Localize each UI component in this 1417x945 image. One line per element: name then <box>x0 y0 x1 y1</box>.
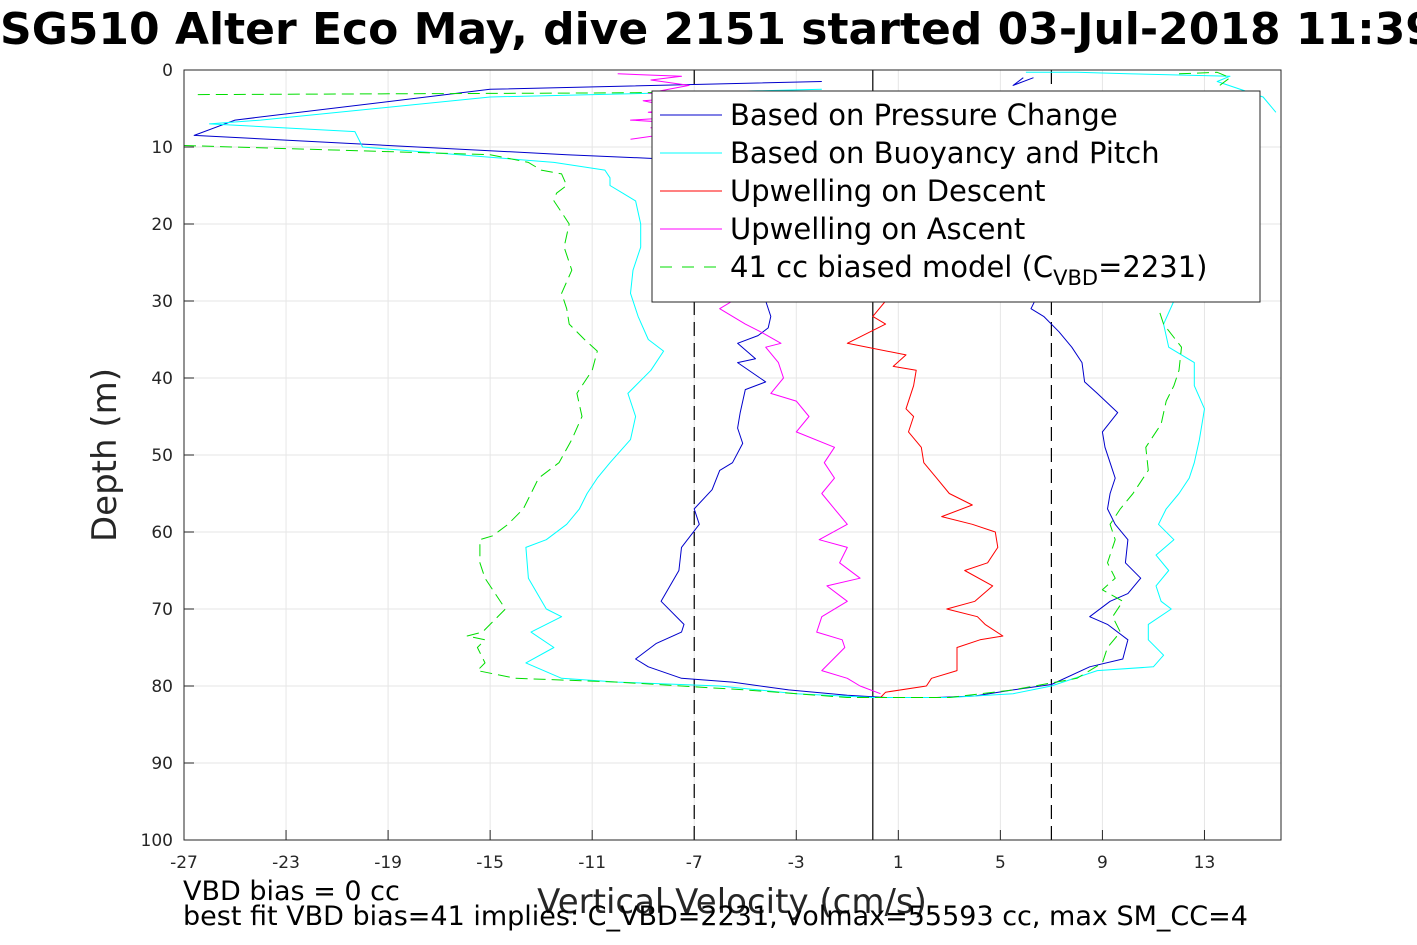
best-fit-note: best fit VBD bias=41 implies: C_VBD=2231… <box>183 901 1248 932</box>
legend-entry: 41 cc biased model (CVBD=2231) <box>730 250 1208 290</box>
y-tick-label: 80 <box>151 677 173 697</box>
series-line <box>194 91 822 96</box>
legend-entry: Upwelling on Ascent <box>730 212 1025 246</box>
x-tick-label: 5 <box>995 853 1006 873</box>
y-axis-label: Depth (m) <box>85 368 125 542</box>
x-tick-label: 13 <box>1194 853 1216 873</box>
legend: Based on Pressure Change Based on Buoyanc… <box>651 90 1261 303</box>
y-tick-label: 20 <box>151 215 173 235</box>
x-tick-label: -11 <box>578 853 606 873</box>
series-line <box>1025 71 1277 113</box>
series-line <box>209 88 1205 698</box>
series-line <box>184 145 1182 698</box>
y-tick-label: 90 <box>151 754 173 774</box>
y-tick-label: 70 <box>151 600 173 620</box>
y-tick-label: 40 <box>151 369 173 389</box>
x-axis-label: Vertical Velocity (cm/s) <box>537 882 927 922</box>
y-tick-label: 50 <box>151 446 173 466</box>
tick-layer: -27 -23 -19 -15 -11 -7 -3 1 5 9 13 0 10 20 30 40 50 60 70 8… <box>141 61 1216 873</box>
legend-box <box>651 90 1261 303</box>
legend-entry: Upwelling on Descent <box>730 174 1046 208</box>
series-line <box>719 300 881 695</box>
series-line <box>1178 71 1231 86</box>
y-tick-label: 60 <box>151 523 173 543</box>
x-tick-label: -15 <box>476 853 504 873</box>
series-line <box>846 300 1004 698</box>
y-tick-label: 0 <box>162 61 173 81</box>
y-tick-label: 30 <box>151 292 173 312</box>
x-tick-label: -3 <box>788 853 805 873</box>
series-line <box>1012 77 1034 86</box>
x-tick-label: 9 <box>1097 853 1108 873</box>
x-tick-label: 1 <box>893 853 904 873</box>
vbd-bias-note: VBD bias = 0 cc <box>183 876 400 907</box>
legend-entry: Based on Buoyancy and Pitch <box>730 136 1160 170</box>
legend-entry: Based on Pressure Change <box>730 98 1118 132</box>
x-tick-label: -27 <box>170 853 198 873</box>
chart-title: SG510 Alter Eco May, dive 2151 started 0… <box>0 4 1417 55</box>
x-tick-label: -19 <box>374 853 402 873</box>
x-tick-label: -23 <box>272 853 300 873</box>
x-tick-label: -7 <box>686 853 703 873</box>
y-tick-label: 100 <box>141 831 173 851</box>
y-tick-label: 10 <box>151 138 173 158</box>
